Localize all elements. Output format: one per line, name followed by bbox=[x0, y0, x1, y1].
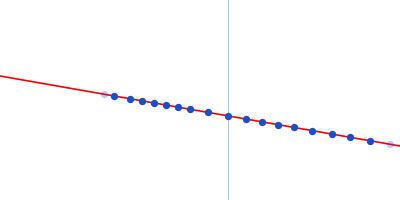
Point bbox=[151, 101, 157, 105]
Point bbox=[329, 132, 335, 136]
Point bbox=[367, 139, 373, 142]
Point bbox=[275, 123, 281, 126]
Point bbox=[387, 143, 393, 146]
Point bbox=[111, 94, 117, 98]
Point bbox=[205, 111, 211, 114]
Point bbox=[187, 108, 193, 111]
Point bbox=[127, 97, 133, 100]
Point bbox=[347, 136, 353, 139]
Point bbox=[259, 120, 265, 123]
Point bbox=[139, 99, 145, 102]
Point bbox=[225, 114, 231, 118]
Point bbox=[163, 103, 169, 107]
Point bbox=[291, 126, 297, 129]
Point bbox=[309, 129, 315, 132]
Point bbox=[101, 93, 107, 96]
Point bbox=[175, 106, 181, 109]
Point bbox=[243, 117, 249, 121]
